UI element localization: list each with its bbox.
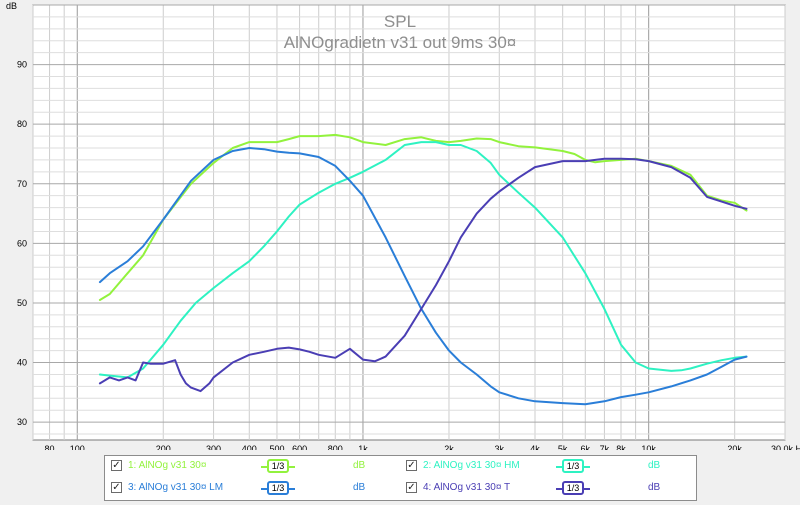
chart-title: SPL: [384, 12, 416, 31]
smoothing-label: 1/3: [267, 459, 289, 473]
smoothing-control[interactable]: 1/3: [556, 459, 590, 473]
y-tick-label: 30: [17, 417, 27, 427]
x-tick-label: 100: [70, 444, 85, 450]
smoothing-label: 1/3: [562, 481, 584, 495]
checkbox-series-4[interactable]: ✓: [406, 482, 417, 493]
series-line-3: [98, 147, 748, 406]
legend-unit: dB: [353, 460, 366, 471]
y-tick-label: 90: [17, 60, 27, 70]
x-tick-label: 200: [156, 444, 171, 450]
smoothing-label: 1/3: [562, 459, 584, 473]
spl-chart: 30 40 50 60 70 80 90 80 100 200 300 400 500 600 800 1k 2…: [6, 1, 800, 450]
legend-item-3[interactable]: ✓ 3: AlNOg v31 30¤ LM 1/3 dB: [107, 481, 397, 497]
x-tick-label: 500: [269, 444, 284, 450]
x-tick-label: 7k: [600, 444, 610, 450]
smoothing-label: 1/3: [267, 481, 289, 495]
y-tick-label: 60: [17, 238, 27, 248]
x-tick-label: 3k: [495, 444, 505, 450]
legend-unit: dB: [648, 460, 661, 471]
legend-label: 1: AlNOg v31 30¤: [128, 460, 207, 471]
x-tick-label: 5k: [558, 444, 568, 450]
chart-subtitle: AlNOgradietn v31 out 9ms 30¤: [284, 33, 516, 52]
series-line-4: [98, 157, 748, 393]
x-tick-label: 1k: [358, 444, 368, 450]
y-tick-label: 50: [17, 298, 27, 308]
smoothing-control[interactable]: 1/3: [261, 481, 295, 495]
x-tick-label: 800: [328, 444, 343, 450]
legend-unit: dB: [648, 482, 661, 493]
checkbox-series-3[interactable]: ✓: [111, 482, 122, 493]
plot-background: [32, 4, 786, 441]
x-tick-label: 400: [242, 444, 257, 450]
legend-item-2[interactable]: ✓ 2: AlNOg v31 30¤ HM 1/3 dB: [402, 459, 692, 475]
smoothing-control[interactable]: 1/3: [556, 481, 590, 495]
x-tick-label: 2k: [444, 444, 454, 450]
legend-row: ✓ 3: AlNOg v31 30¤ LM 1/3 dB ✓ 4: AlNOg …: [105, 478, 696, 500]
x-tick-label: 600: [292, 444, 307, 450]
legend-label: 4: AlNOg v31 30¤ T: [423, 482, 511, 493]
x-tick-label: 300: [206, 444, 221, 450]
series-line-2: [98, 141, 748, 379]
checkbox-series-2[interactable]: ✓: [406, 460, 417, 471]
x-tick-label: 20k: [727, 444, 742, 450]
legend-row: ✓ 1: AlNOg v31 30¤ 1/3 dB ✓ 2: AlNOg v31…: [105, 456, 696, 478]
y-tick-label: 80: [17, 119, 27, 129]
y-tick-label: 40: [17, 358, 27, 368]
x-tick-label: 80: [45, 444, 55, 450]
grid: [32, 4, 786, 440]
x-tick-label: 10k: [641, 444, 656, 450]
legend-unit: dB: [353, 482, 366, 493]
x-tick-label: 30,0k Hz: [771, 444, 800, 450]
legend-item-1[interactable]: ✓ 1: AlNOg v31 30¤ 1/3 dB: [107, 459, 397, 475]
legend-label: 3: AlNOg v31 30¤ LM: [128, 482, 224, 493]
y-tick-label: 70: [17, 179, 27, 189]
x-tick-label: 4k: [530, 444, 540, 450]
checkbox-series-1[interactable]: ✓: [111, 460, 122, 471]
legend-item-4[interactable]: ✓ 4: AlNOg v31 30¤ T 1/3 dB: [402, 481, 692, 497]
legend-label: 2: AlNOg v31 30¤ HM: [423, 460, 520, 471]
y-axis-label: dB: [6, 1, 17, 11]
x-tick-label: 8k: [616, 444, 626, 450]
legend: ✓ 1: AlNOg v31 30¤ 1/3 dB ✓ 2: AlNOg v31…: [104, 455, 697, 501]
series-layer: [98, 133, 748, 406]
smoothing-control[interactable]: 1/3: [261, 459, 295, 473]
tick-labels: 30 40 50 60 70 80 90 80 100 200 300 400 500 600 800 1k 2…: [17, 60, 800, 450]
x-tick-label: 6k: [581, 444, 591, 450]
